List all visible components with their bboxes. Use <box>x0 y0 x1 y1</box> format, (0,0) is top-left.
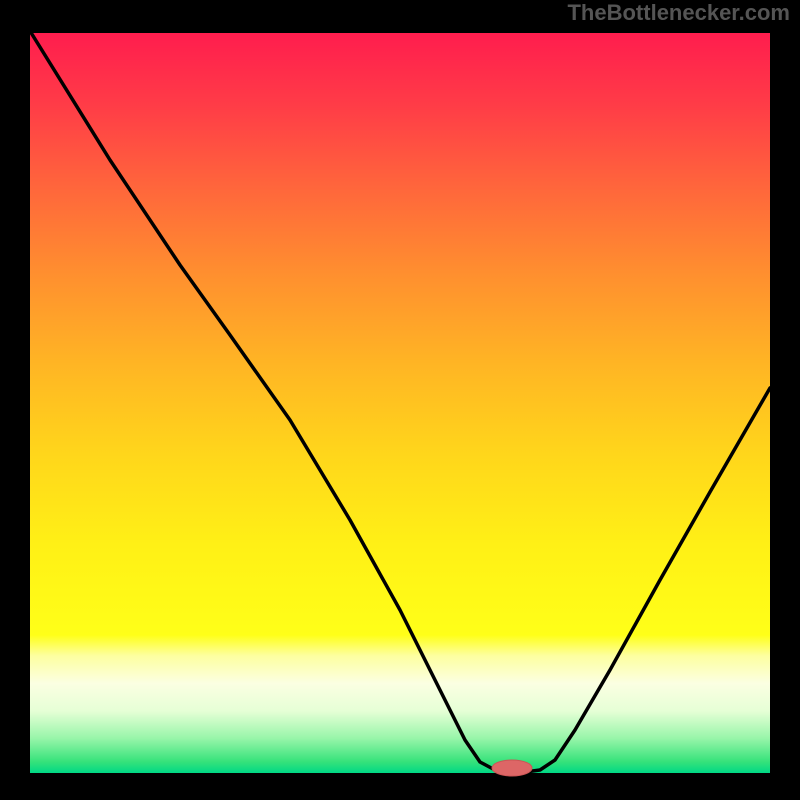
plot-gradient-top <box>30 33 770 635</box>
bottleneck-chart-svg <box>0 0 800 800</box>
chart-stage: TheBottlenecker.com <box>0 0 800 800</box>
plot-gradient-bottom <box>30 635 770 773</box>
optimum-marker <box>492 760 532 776</box>
watermark-text: TheBottlenecker.com <box>567 0 790 26</box>
